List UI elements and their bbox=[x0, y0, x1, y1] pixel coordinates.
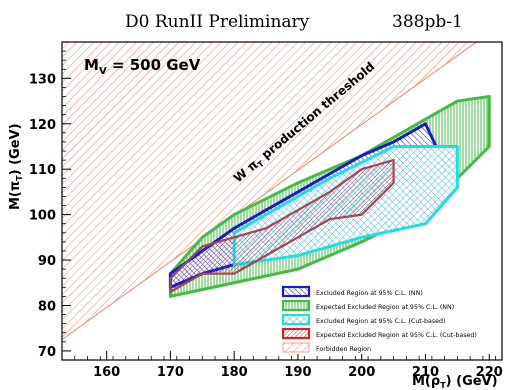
y-axis-title: M(πT) (GeV) bbox=[8, 123, 24, 210]
axes: 160 170 180 190 200 210 220 70 80 90 100 110 120 130 bbox=[29, 41, 503, 380]
threshold-label-sub: T bbox=[256, 159, 266, 170]
plot-frame bbox=[61, 41, 503, 361]
region-expected_cut-outline bbox=[169, 159, 395, 294]
x-axis-title-sub: T bbox=[440, 381, 446, 390]
y-tick-label: 80 bbox=[38, 299, 56, 314]
x-tick-label: 180 bbox=[221, 365, 248, 380]
x-tick-label: 210 bbox=[412, 365, 439, 380]
x-tick-label: 160 bbox=[93, 365, 120, 380]
y-tick-label: 70 bbox=[38, 345, 56, 360]
legend-label-forbidden: Forbidden Region bbox=[316, 346, 371, 353]
mass-annotation: MV = 500 GeV bbox=[84, 56, 201, 77]
plot-area bbox=[62, 42, 491, 340]
legend-swatch-nn bbox=[281, 285, 311, 298]
legend-swatch-cut bbox=[281, 313, 311, 326]
y-tick-label: 120 bbox=[29, 118, 56, 133]
mass-annotation-sub: V bbox=[99, 66, 107, 77]
y-tick-label: 100 bbox=[29, 209, 56, 224]
legend-label-expected_nn: Expected Excluded Region at 95% C.L. (NN… bbox=[316, 304, 454, 311]
legend: Excluded Region at 95% C.L. (NN) Expected… bbox=[276, 282, 498, 354]
x-tick-label: 170 bbox=[157, 365, 184, 380]
y-tick-label: 90 bbox=[38, 254, 56, 269]
header-left: D0 RunII Preliminary bbox=[125, 12, 310, 32]
x-tick-label: 190 bbox=[284, 365, 311, 380]
y-tick-label: 130 bbox=[29, 72, 56, 87]
x-tick-label: 220 bbox=[476, 365, 503, 380]
legend-label-cut: Excluded Region at 95% C.L. (Cut-based) bbox=[316, 318, 446, 325]
legend-box bbox=[276, 282, 498, 354]
header-right: 388pb-1 bbox=[392, 12, 463, 32]
mass-annotation-value: = 500 GeV bbox=[107, 56, 201, 74]
y-axis-title-sub: T bbox=[15, 175, 24, 181]
y-axis-title-end: ) (GeV) bbox=[8, 123, 23, 175]
x-axis-title-main: M(ρ bbox=[412, 374, 440, 389]
x-axis-title-end: ) (GeV) bbox=[446, 374, 498, 389]
legend-swatch-forbidden bbox=[282, 342, 310, 353]
threshold-line bbox=[62, 42, 477, 340]
legend-label-nn: Excluded Region at 95% C.L. (NN) bbox=[316, 290, 423, 297]
x-tick-label: 200 bbox=[348, 365, 375, 380]
legend-swatch-expected_nn bbox=[281, 299, 311, 312]
y-axis-title-main: M(π bbox=[8, 181, 23, 210]
legend-label-expected_cut: Expected Excluded Region at 95% C.L. (Cu… bbox=[316, 332, 477, 339]
mass-annotation-main: M bbox=[84, 56, 99, 74]
legend-swatch-expected_cut bbox=[281, 327, 311, 340]
x-axis-title: M(ρT) (GeV) bbox=[412, 374, 498, 390]
y-tick-label: 110 bbox=[29, 163, 56, 178]
